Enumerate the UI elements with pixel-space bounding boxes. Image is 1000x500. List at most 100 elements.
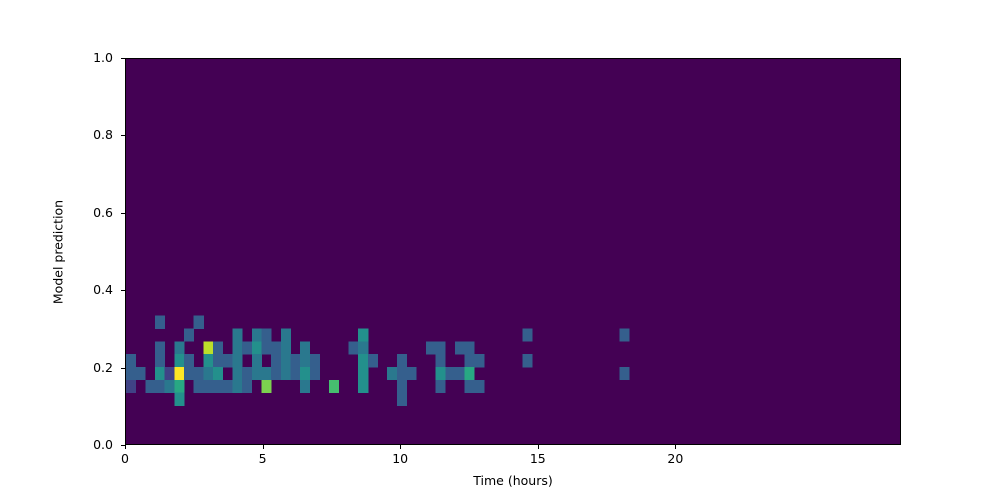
heatmap-cell bbox=[358, 367, 369, 381]
heatmap-cell bbox=[454, 367, 466, 381]
y-tick-label: 0.4 bbox=[93, 282, 113, 298]
x-tick-mark bbox=[400, 445, 402, 449]
heatmap-cell bbox=[232, 379, 243, 394]
heatmap-cell bbox=[474, 354, 485, 368]
heatmap-cell bbox=[280, 328, 291, 342]
x-tick-mark bbox=[262, 445, 264, 449]
heatmap-cell bbox=[261, 341, 272, 355]
heatmap-cell bbox=[145, 379, 156, 394]
heatmap-cell bbox=[232, 341, 243, 355]
heatmap-cell bbox=[619, 328, 630, 342]
heatmap-cell bbox=[155, 354, 166, 368]
y-tick-label: 0.6 bbox=[93, 204, 113, 220]
heatmap-cell bbox=[387, 367, 398, 381]
heatmap-cell bbox=[271, 354, 282, 368]
heatmap-cell bbox=[193, 315, 204, 329]
y-tick-label: 0.0 bbox=[93, 437, 113, 452]
heatmap-cell bbox=[367, 354, 378, 368]
y-tick-mark bbox=[121, 445, 125, 446]
heatmap-cell bbox=[174, 392, 185, 406]
heatmap-cell bbox=[619, 367, 630, 381]
heatmap-cell bbox=[435, 341, 446, 355]
heatmap-cell bbox=[126, 354, 137, 368]
heatmap-cell bbox=[213, 379, 224, 394]
heatmap-cell bbox=[464, 367, 475, 381]
y-tick-mark bbox=[121, 212, 125, 214]
heatmap-cell bbox=[358, 328, 369, 342]
heatmap-cell bbox=[164, 367, 175, 381]
heatmap-cell bbox=[135, 367, 146, 381]
heatmap-cell bbox=[126, 367, 137, 381]
heatmap-cell bbox=[358, 354, 369, 368]
heatmap-cell bbox=[522, 354, 533, 368]
heatmap-cell bbox=[271, 341, 282, 355]
heatmap-cell bbox=[164, 379, 175, 394]
heatmap-cell bbox=[396, 354, 407, 368]
heatmap-cell bbox=[203, 367, 214, 381]
heatmap-cell bbox=[396, 379, 407, 394]
heatmap-cell bbox=[464, 341, 475, 355]
y-tick-mark bbox=[121, 290, 125, 292]
heatmap-cell bbox=[261, 367, 272, 381]
heatmap-cell bbox=[126, 379, 137, 394]
x-tick-mark bbox=[125, 445, 126, 449]
heatmap-cell bbox=[522, 328, 533, 342]
heatmap-cell bbox=[222, 379, 233, 394]
x-tick-mark bbox=[537, 445, 539, 449]
x-tick-label: 15 bbox=[529, 451, 546, 466]
heatmap-cell bbox=[213, 367, 224, 381]
heatmap-cell bbox=[184, 328, 195, 342]
heatmap-cell bbox=[300, 379, 311, 394]
heatmap-cell bbox=[213, 341, 224, 355]
heatmap-cell bbox=[174, 367, 185, 381]
y-axis-label-text: Model prediction bbox=[50, 199, 66, 304]
heatmap-cell bbox=[309, 354, 320, 368]
heatmap-cell bbox=[174, 354, 185, 368]
heatmap-cell bbox=[280, 341, 291, 355]
heatmap-cell bbox=[280, 354, 291, 368]
heatmap-cell bbox=[290, 354, 301, 368]
x-tick-mark bbox=[675, 445, 677, 449]
heatmap-cell bbox=[232, 354, 243, 368]
x-axis-label: Time (hours) bbox=[473, 473, 553, 488]
x-tick-label: 20 bbox=[667, 451, 684, 466]
plot-axes bbox=[125, 58, 901, 445]
y-tick-mark bbox=[121, 58, 125, 59]
x-tick-label: 10 bbox=[392, 451, 409, 466]
heatmap-cell bbox=[242, 367, 253, 381]
heatmap-cell bbox=[280, 367, 291, 381]
heatmap-cell bbox=[261, 328, 272, 342]
heatmap-cell bbox=[155, 367, 166, 381]
heatmap-cell bbox=[300, 354, 311, 368]
heatmap-cell bbox=[232, 328, 243, 342]
y-tick-mark bbox=[121, 135, 125, 137]
heatmap-cell bbox=[261, 379, 272, 394]
heatmap-cell bbox=[358, 379, 369, 394]
x-tick-label: 5 bbox=[258, 451, 267, 466]
heatmap-cell bbox=[435, 367, 446, 381]
heatmap-cell bbox=[184, 354, 195, 368]
heatmap-cell bbox=[203, 379, 214, 394]
y-tick-label: 0.8 bbox=[93, 127, 113, 143]
heatmap-cell bbox=[242, 341, 253, 355]
heatmap-cell bbox=[435, 379, 446, 394]
heatmap-cell bbox=[425, 341, 436, 355]
heatmap-cell bbox=[290, 367, 301, 381]
heatmap-cell bbox=[300, 341, 311, 355]
heatmap-cell bbox=[155, 341, 166, 355]
heatmap-cell bbox=[329, 379, 340, 394]
heatmap-cell bbox=[203, 354, 214, 368]
heatmap-cell bbox=[251, 354, 262, 368]
heatmap-cell bbox=[174, 341, 185, 355]
y-tick-label: 0.2 bbox=[93, 359, 113, 375]
y-tick-label: 1.0 bbox=[93, 50, 113, 65]
heatmap-cell bbox=[464, 354, 475, 368]
y-tick-mark bbox=[121, 367, 125, 369]
heatmap-cell bbox=[155, 315, 166, 329]
heatmap-cell bbox=[358, 341, 369, 355]
heatmap-cell bbox=[203, 341, 214, 355]
heatmap-cell bbox=[348, 341, 359, 355]
heatmap-cell bbox=[445, 367, 456, 381]
heatmap-cell bbox=[193, 379, 204, 394]
